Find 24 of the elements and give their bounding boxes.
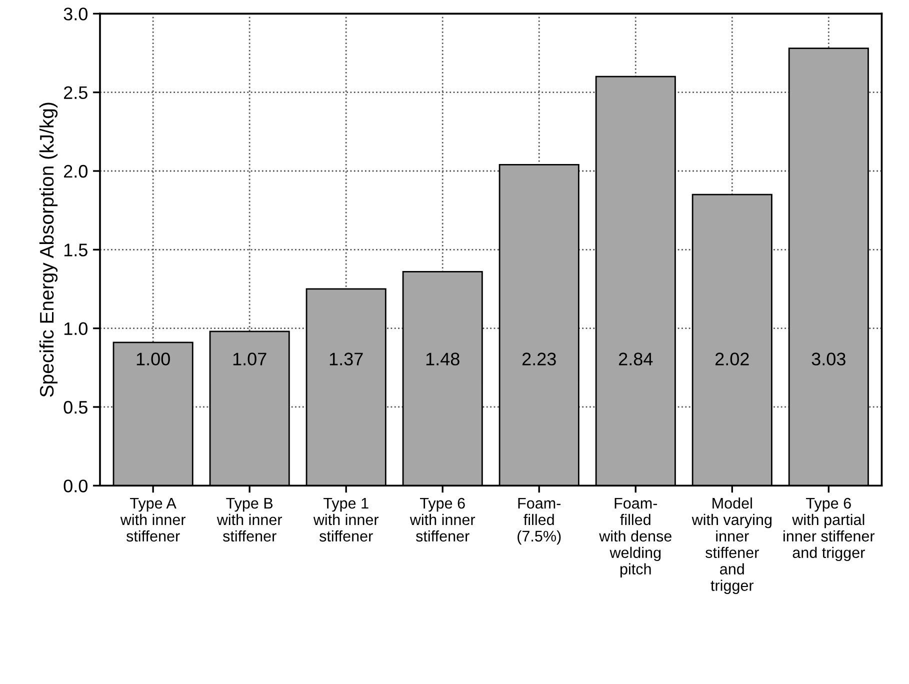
x-tick-label: Type B with inner stiffener: [216, 498, 282, 542]
annotation: 1.37: [330, 352, 363, 366]
y-tick-label: 1.0: [64, 322, 88, 336]
x-tick-label: Type A with inner stiffener: [120, 498, 186, 542]
annotation: 2.02: [715, 352, 749, 366]
y-tick-label: 2.5: [64, 86, 88, 100]
y-tick-label: 2.0: [64, 164, 88, 178]
y-axis-title: Specific Energy Absorption (kJ/kg): [39, 102, 58, 397]
annotation: 1.48: [426, 352, 460, 366]
annotation: 3.03: [812, 352, 846, 366]
y-tick-label: 0.0: [64, 480, 88, 492]
x-tick-label: Foam- filled with dense welding pitch: [599, 498, 672, 578]
y-tick-label: 3.0: [64, 8, 88, 20]
x-tick-label: Model with varying inner stiffener and trigger: [692, 497, 772, 594]
annotation: 2.84: [618, 352, 653, 366]
x-tick-label: Type 1 with inner stiffener: [313, 498, 379, 542]
y-tick-label: 0.5: [64, 400, 88, 414]
y-tick-label: 1.5: [64, 244, 88, 256]
x-tick-label: Type 6 with partial inner stiffener and trigger: [784, 498, 875, 562]
annotation: 1.07: [233, 352, 266, 366]
annotation: 2.23: [522, 352, 556, 366]
x-tick-label: Foam- filled (7.5%): [518, 498, 561, 545]
x-tick-label: Type 6 with inner stiffener: [410, 498, 476, 542]
annotation: 1.00: [136, 352, 170, 366]
